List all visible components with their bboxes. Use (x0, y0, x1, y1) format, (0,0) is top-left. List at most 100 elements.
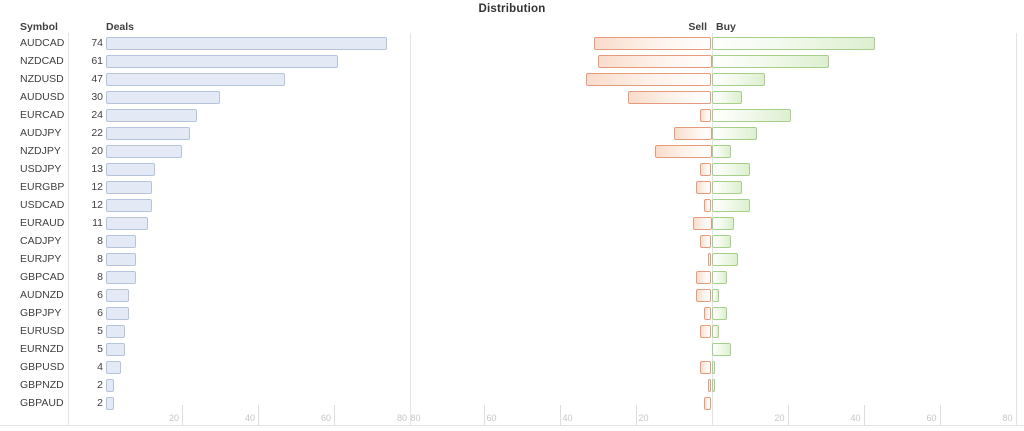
right-edge-line (1015, 33, 1017, 425)
buy-bar[interactable] (711, 343, 731, 356)
buy-bar[interactable] (711, 325, 720, 338)
deals-count: 13 (91, 163, 103, 175)
symbol-label: NZDCAD (20, 55, 64, 67)
sell-bar[interactable] (700, 163, 712, 176)
buy-bar[interactable] (711, 235, 731, 248)
deals-axis-tick (182, 405, 183, 425)
buy-bar[interactable] (711, 361, 716, 374)
deals-bar[interactable] (106, 379, 114, 392)
sell-bar[interactable] (597, 55, 712, 68)
buy-bar[interactable] (711, 109, 792, 122)
buy-bar[interactable] (711, 379, 716, 392)
deals-bar[interactable] (106, 37, 388, 50)
buy-bar[interactable] (711, 271, 727, 284)
sell-bar[interactable] (593, 37, 712, 50)
buy-bar[interactable] (711, 217, 735, 230)
deals-count: 12 (91, 199, 103, 211)
buy-axis-tick (787, 405, 789, 425)
column-header-deals: Deals (106, 21, 135, 33)
sell-bar[interactable] (654, 145, 712, 158)
deals-bar[interactable] (106, 145, 182, 158)
deals-count: 30 (91, 91, 103, 103)
sell-bar[interactable] (696, 181, 712, 194)
sell-bar[interactable] (703, 199, 712, 212)
deals-bar[interactable] (106, 289, 129, 302)
deals-count: 6 (97, 307, 103, 319)
buy-bar[interactable] (711, 145, 731, 158)
deals-bar[interactable] (106, 55, 338, 68)
deals-bar[interactable] (106, 271, 137, 284)
sell-bar[interactable] (703, 397, 712, 410)
sell-bar[interactable] (703, 307, 712, 320)
buy-axis-tick-label: 60 (926, 413, 937, 423)
sell-bar[interactable] (700, 325, 712, 338)
deals-bar[interactable] (106, 397, 114, 410)
sell-bar[interactable] (696, 271, 712, 284)
buy-bar[interactable] (711, 91, 742, 104)
sell-bar[interactable] (696, 289, 712, 302)
deals-bar[interactable] (106, 343, 125, 356)
sell-bar[interactable] (700, 361, 712, 374)
symbol-label: EURCAD (20, 109, 65, 121)
buy-axis-tick-label: 80 (1002, 413, 1013, 423)
symbol-label: AUDCAD (20, 37, 65, 49)
symbol-label: EURJPY (20, 253, 62, 265)
symbol-label: GBPCAD (20, 271, 65, 283)
symbol-label: GBPNZD (20, 379, 64, 391)
sell-axis-tick-label: 40 (562, 413, 573, 423)
deals-count: 20 (91, 145, 103, 157)
buy-bar[interactable] (711, 37, 875, 50)
deals-bar[interactable] (106, 163, 156, 176)
deals-count: 8 (97, 253, 103, 265)
symbol-label: EURNZD (20, 343, 64, 355)
deals-bar[interactable] (106, 235, 137, 248)
deals-bar[interactable] (106, 217, 148, 230)
buy-bar[interactable] (711, 55, 830, 68)
symbol-label: USDCAD (20, 199, 65, 211)
buy-bar[interactable] (711, 289, 720, 302)
symbol-label: NZDUSD (20, 73, 64, 85)
deals-bar[interactable] (106, 307, 129, 320)
chart-title: Distribution (478, 3, 546, 15)
buy-bar[interactable] (711, 181, 742, 194)
symbol-label: EURUSD (20, 325, 65, 337)
sell-bar[interactable] (673, 127, 712, 140)
deals-bar[interactable] (106, 325, 125, 338)
symbol-divider-line (68, 33, 69, 425)
buy-bar[interactable] (711, 127, 758, 140)
sell-axis-tick (635, 405, 637, 425)
symbol-label: EURAUD (20, 217, 65, 229)
deals-count: 61 (91, 55, 103, 67)
deals-bar[interactable] (106, 181, 152, 194)
deals-count: 2 (97, 397, 103, 409)
deals-bar[interactable] (106, 253, 137, 266)
sell-bar[interactable] (586, 73, 712, 86)
deals-count: 74 (91, 37, 103, 49)
deals-axis-tick-label: 20 (168, 413, 179, 423)
sell-bar[interactable] (700, 109, 712, 122)
deals-axis-tick-label: 40 (244, 413, 255, 423)
buy-axis-tick-label: 40 (850, 413, 861, 423)
deals-bar[interactable] (106, 127, 190, 140)
sell-bar[interactable] (700, 235, 712, 248)
deals-bar[interactable] (106, 109, 198, 122)
buy-bar[interactable] (711, 163, 750, 176)
symbol-label: USDJPY (20, 163, 62, 175)
sell-bar[interactable] (692, 217, 712, 230)
deals-bar[interactable] (106, 199, 152, 212)
deals-bar[interactable] (106, 73, 285, 86)
buy-bar[interactable] (711, 307, 727, 320)
deals-count: 2 (97, 379, 103, 391)
buy-bar[interactable] (711, 253, 739, 266)
sell-bar[interactable] (627, 91, 712, 104)
sell-bar[interactable] (707, 379, 712, 392)
deals-axis-tick (258, 405, 259, 425)
deals-count: 11 (92, 217, 103, 229)
buy-bar[interactable] (711, 73, 765, 86)
sell-bar[interactable] (707, 253, 712, 266)
deals-bar[interactable] (106, 361, 122, 374)
deals-bar[interactable] (106, 91, 220, 104)
buy-axis-tick-label: 20 (774, 413, 785, 423)
buy-bar[interactable] (711, 199, 750, 212)
